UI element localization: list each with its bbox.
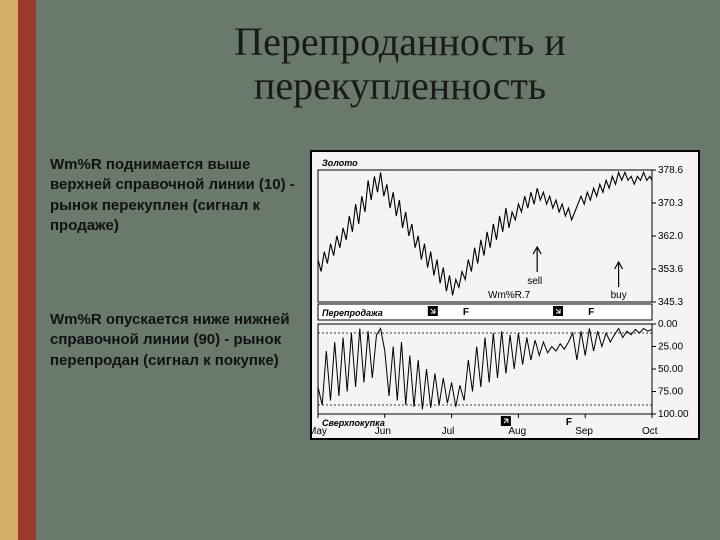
svg-text:353.6: 353.6: [658, 264, 683, 275]
svg-text:0.00: 0.00: [658, 319, 678, 330]
svg-text:50.00: 50.00: [658, 364, 683, 375]
svg-text:362.0: 362.0: [658, 231, 683, 242]
svg-text:sell: sell: [527, 276, 542, 287]
sidebar-stripe-red: [18, 0, 36, 540]
svg-text:75.00: 75.00: [658, 387, 683, 398]
sidebar-stripe-gold: [0, 0, 18, 540]
paragraph-oversold: Wm%R опускается ниже нижней справочной л…: [50, 310, 300, 371]
svg-text:Sep: Sep: [575, 426, 593, 437]
svg-text:buy: buy: [611, 290, 627, 301]
paragraph-overbought: Wm%R поднимается выше верхней справочной…: [50, 155, 300, 236]
svg-text:Jun: Jun: [375, 426, 391, 437]
chart-svg: ЗолотоWm%R.7ПерепродажаСверхпокупка378.6…: [312, 152, 698, 438]
svg-text:Wm%R.7: Wm%R.7: [488, 290, 531, 301]
svg-text:F: F: [566, 417, 572, 428]
svg-text:100.00: 100.00: [658, 409, 689, 420]
page-title: Перепроданность и перекупленность: [120, 20, 680, 108]
svg-text:378.6: 378.6: [658, 165, 683, 176]
svg-text:Aug: Aug: [508, 426, 526, 437]
svg-text:Oct: Oct: [642, 426, 658, 437]
svg-text:370.3: 370.3: [658, 198, 683, 209]
svg-text:F: F: [588, 307, 594, 318]
svg-text:F: F: [463, 307, 469, 318]
svg-text:Перепродажа: Перепродажа: [322, 308, 383, 318]
svg-text:May: May: [312, 426, 327, 437]
chart-container: ЗолотоWm%R.7ПерепродажаСверхпокупка378.6…: [310, 150, 700, 440]
svg-text:25.00: 25.00: [658, 342, 683, 353]
svg-text:Jul: Jul: [442, 426, 455, 437]
svg-text:345.3: 345.3: [658, 297, 683, 308]
svg-text:Золото: Золото: [322, 158, 358, 168]
